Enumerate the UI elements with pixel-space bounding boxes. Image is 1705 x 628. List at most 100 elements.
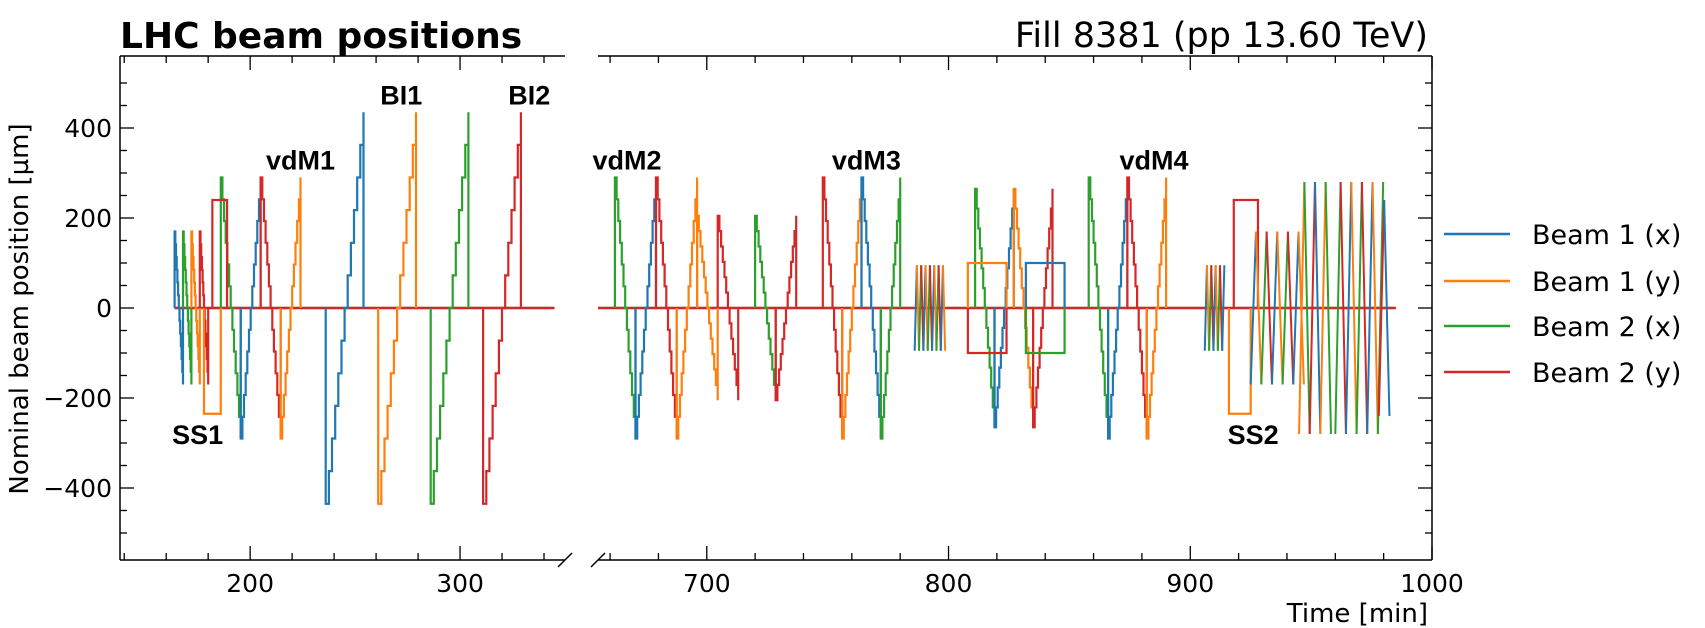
scan-sweep (219, 176, 242, 439)
diagonal-scan-segment (1319, 181, 1327, 435)
super-separation-step (202, 308, 222, 415)
scan-sweep (324, 112, 365, 505)
legend-label-beam2-x: Beam 2 (x) (1532, 312, 1681, 343)
super-separation-step (211, 198, 229, 308)
scan-sweep (841, 177, 863, 440)
diagonal-scan-segment (1366, 181, 1374, 435)
x-tick-label: 1000 (1400, 569, 1464, 598)
chart-subtitle: Fill 8381 (pp 13.60 TeV) (1015, 16, 1428, 56)
scan-sweep (259, 176, 282, 439)
scan-sweep (429, 112, 470, 505)
super-separation-step (1232, 198, 1260, 308)
legend-label-beam1-x: Beam 1 (x) (1532, 220, 1681, 251)
scan-sweep (774, 215, 798, 402)
scan-sweep (696, 214, 719, 401)
scan-sweep (860, 176, 882, 439)
length-scale-step (966, 261, 1008, 308)
scan-sweep (634, 177, 658, 440)
series-layer (173, 112, 1396, 505)
scan-label: vdM1 (266, 146, 335, 176)
length-scale-step (1024, 261, 1066, 308)
axes-layer: −400 −200 0 200 400 200 300 700 800 900 1000 (43, 55, 1464, 598)
scan-label: SS1 (172, 420, 223, 450)
axis-break-right (590, 552, 606, 568)
scan-sweep (279, 177, 302, 440)
oscillation-segment (941, 265, 947, 351)
super-separation-step (1227, 308, 1252, 415)
y-tick-label: 200 (64, 204, 112, 233)
diagonal-scan-segment (1344, 181, 1353, 435)
scan-label: BI2 (508, 80, 550, 110)
scan-sweep (974, 187, 996, 428)
scan-sweep (1012, 187, 1035, 428)
legend-label-beam1-y: Beam 1 (y) (1532, 267, 1681, 298)
scan-sweep (377, 112, 418, 505)
scan-sweep (173, 230, 185, 385)
scan-sweep (1126, 176, 1148, 439)
diagonal-scan-segment (1270, 231, 1279, 385)
legend-label-beam2-y: Beam 2 (y) (1532, 358, 1681, 389)
diagonal-scan-segment (1383, 199, 1391, 417)
diagonal-scan-segment (1249, 231, 1258, 385)
diagonal-scan-segment (1355, 181, 1363, 435)
scan-sweep (613, 176, 637, 439)
chart-title: LHC beam positions (120, 16, 522, 57)
scan-sweep (482, 112, 522, 505)
x-tick-label: 900 (1166, 569, 1214, 598)
diagonal-scan-segment (1260, 231, 1268, 385)
scan-sweep (181, 230, 193, 385)
scan-sweep (993, 188, 1015, 429)
axis-break-left (557, 552, 573, 568)
scan-sweep (1032, 188, 1054, 429)
x-axis-label: Time [min] (1286, 599, 1428, 628)
scan-sweep (239, 177, 262, 440)
diagonal-scan-segment (1292, 231, 1300, 385)
scan-label: vdM3 (832, 146, 901, 176)
scan-sweep (654, 176, 678, 439)
diagonal-scan-segment (1286, 231, 1295, 385)
diagonal-scan-segment (1350, 181, 1358, 435)
scan-sweep (1107, 177, 1129, 440)
diagonal-scan-segment (1339, 181, 1347, 435)
diagonal-scan-segment (1298, 181, 1306, 435)
diagonal-scan-segment (1377, 199, 1386, 417)
x-tick-label: 300 (436, 569, 484, 598)
annotation-layer: SS1 vdM1 BI1 BI2 vdM2 vdM3 vdM4 SS2 (172, 80, 1278, 450)
y-tick-label: −200 (43, 384, 112, 413)
length-scale-step (1024, 308, 1066, 355)
scan-sweep (879, 177, 902, 440)
scan-sweep (1145, 177, 1168, 440)
length-scale-step (966, 308, 1008, 355)
x-tick-label: 700 (683, 569, 731, 598)
diagonal-scan-segment (1360, 181, 1369, 435)
diagonal-scan-segment (1371, 181, 1379, 435)
scan-sweep (716, 214, 740, 401)
diagonal-scan-segment (1303, 181, 1311, 435)
scan-sweep (675, 177, 699, 440)
scan-label: BI1 (380, 80, 422, 110)
scan-sweep (1087, 176, 1110, 439)
scan-label: SS2 (1228, 420, 1279, 450)
diagonal-scan-segment (1324, 181, 1332, 435)
scan-label: vdM2 (592, 146, 661, 176)
y-tick-label: −400 (43, 474, 112, 503)
scan-sweep (190, 230, 201, 385)
diagonal-scan-segment (1308, 181, 1316, 435)
y-tick-label: 400 (64, 114, 112, 143)
diagonal-scan-segment (1313, 181, 1322, 435)
legend: Beam 1 (x) Beam 1 (y) Beam 2 (x) Beam 2 … (1444, 220, 1681, 389)
y-tick-label: 0 (96, 294, 112, 323)
diagonal-scan-segment (1281, 231, 1289, 385)
diagonal-scan-segment (1255, 231, 1263, 385)
y-axis-label: Nominal beam position [µm] (5, 123, 35, 494)
diagonal-scan-segment (1265, 231, 1273, 385)
diagonal-scan-segment (1276, 231, 1284, 385)
oscillation-segment (1221, 265, 1226, 351)
x-tick-label: 800 (925, 569, 973, 598)
scan-sweep (821, 176, 844, 439)
scan-sweep (754, 214, 777, 401)
diagonal-scan-segment (1334, 181, 1342, 435)
scan-label: vdM4 (1119, 146, 1188, 176)
x-tick-label: 200 (226, 569, 274, 598)
